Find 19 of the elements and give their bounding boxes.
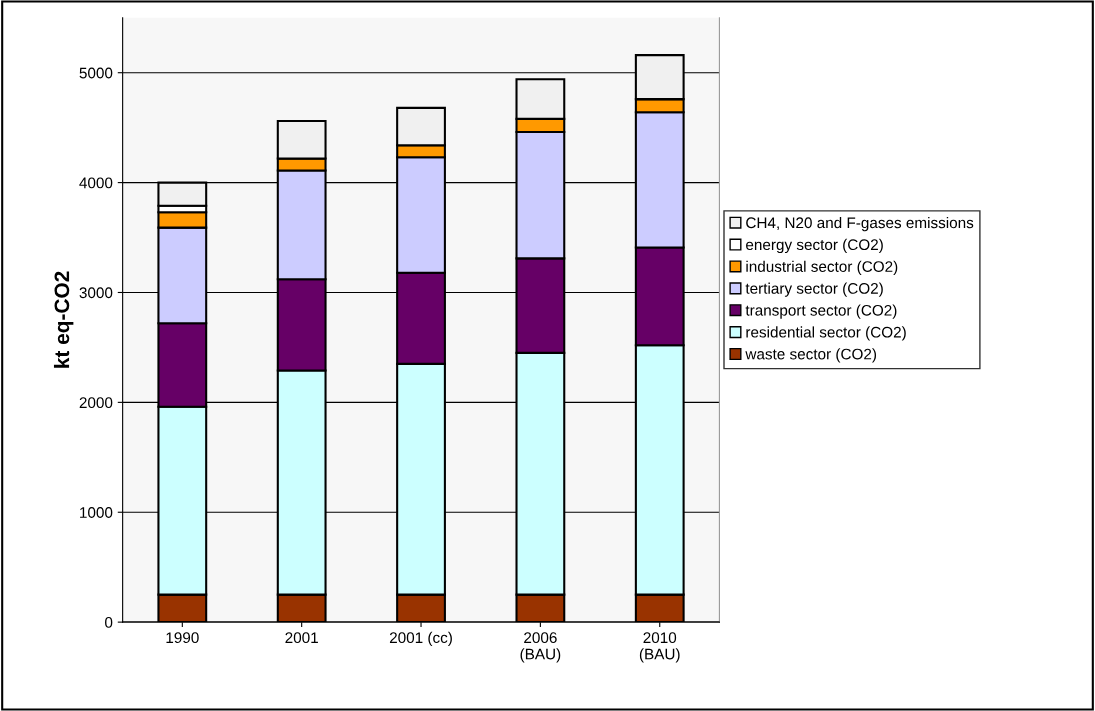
legend-label: residential sector (CO2)	[746, 326, 906, 341]
legend-label: energy sector (CO2)	[746, 238, 883, 254]
legend-label: CH4, N20 and F-gases emissions	[746, 216, 974, 232]
x-tick-label: 2001	[285, 632, 318, 644]
x-tick-label: 2010 (BAU)	[639, 632, 680, 663]
y-tick-label: 2000	[79, 397, 113, 409]
y-axis-title: kt eq-CO2	[53, 271, 74, 368]
legend-label: tertiary sector (CO2)	[745, 282, 883, 297]
legend-label: transport sector (CO2)	[745, 304, 897, 319]
legend-label: waste sector (CO2)	[745, 348, 877, 363]
y-tick-label: 3000	[79, 287, 113, 299]
y-tick-label: 5000	[79, 67, 113, 79]
x-tick-label: 1990	[166, 632, 199, 644]
y-tick-label: 1000	[80, 507, 113, 518]
legend-label: industrial sector (CO2)	[746, 260, 898, 275]
y-tick-label: 4000	[79, 177, 113, 189]
y-tick-label: 0	[105, 616, 113, 628]
x-tick-label: 2001 (cc)	[389, 631, 452, 647]
x-tick-label: 2006 (BAU)	[520, 632, 561, 663]
